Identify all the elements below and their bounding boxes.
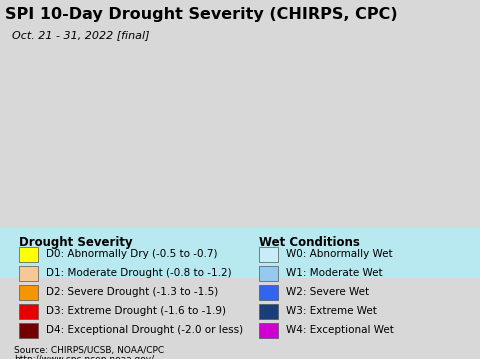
Text: W2: Severe Wet: W2: Severe Wet	[286, 287, 369, 297]
Text: D1: Moderate Drought (-0.8 to -1.2): D1: Moderate Drought (-0.8 to -1.2)	[46, 268, 231, 278]
FancyBboxPatch shape	[259, 285, 278, 300]
Text: http://www.cpc.ncep.noaa.gov/: http://www.cpc.ncep.noaa.gov/	[14, 355, 155, 359]
Text: D0: Abnormally Dry (-0.5 to -0.7): D0: Abnormally Dry (-0.5 to -0.7)	[46, 249, 217, 259]
FancyBboxPatch shape	[259, 323, 278, 338]
Text: Drought Severity: Drought Severity	[19, 236, 133, 249]
Text: W0: Abnormally Wet: W0: Abnormally Wet	[286, 249, 392, 259]
Text: W3: Extreme Wet: W3: Extreme Wet	[286, 306, 376, 316]
Text: W4: Exceptional Wet: W4: Exceptional Wet	[286, 325, 394, 335]
Text: Oct. 21 - 31, 2022 [final]: Oct. 21 - 31, 2022 [final]	[12, 30, 149, 39]
FancyBboxPatch shape	[19, 285, 38, 300]
Text: D3: Extreme Drought (-1.6 to -1.9): D3: Extreme Drought (-1.6 to -1.9)	[46, 306, 226, 316]
FancyBboxPatch shape	[19, 247, 38, 262]
Text: D4: Exceptional Drought (-2.0 or less): D4: Exceptional Drought (-2.0 or less)	[46, 325, 243, 335]
Text: SPI 10-Day Drought Severity (CHIRPS, CPC): SPI 10-Day Drought Severity (CHIRPS, CPC…	[5, 7, 397, 22]
FancyBboxPatch shape	[19, 323, 38, 338]
FancyBboxPatch shape	[19, 266, 38, 281]
FancyBboxPatch shape	[259, 247, 278, 262]
Text: Source: CHIRPS/UCSB, NOAA/CPC: Source: CHIRPS/UCSB, NOAA/CPC	[14, 346, 165, 355]
Text: D2: Severe Drought (-1.3 to -1.5): D2: Severe Drought (-1.3 to -1.5)	[46, 287, 218, 297]
FancyBboxPatch shape	[259, 266, 278, 281]
Text: Wet Conditions: Wet Conditions	[259, 236, 360, 249]
Bar	[0, 228, 480, 278]
FancyBboxPatch shape	[19, 304, 38, 319]
Text: W1: Moderate Wet: W1: Moderate Wet	[286, 268, 382, 278]
FancyBboxPatch shape	[259, 304, 278, 319]
